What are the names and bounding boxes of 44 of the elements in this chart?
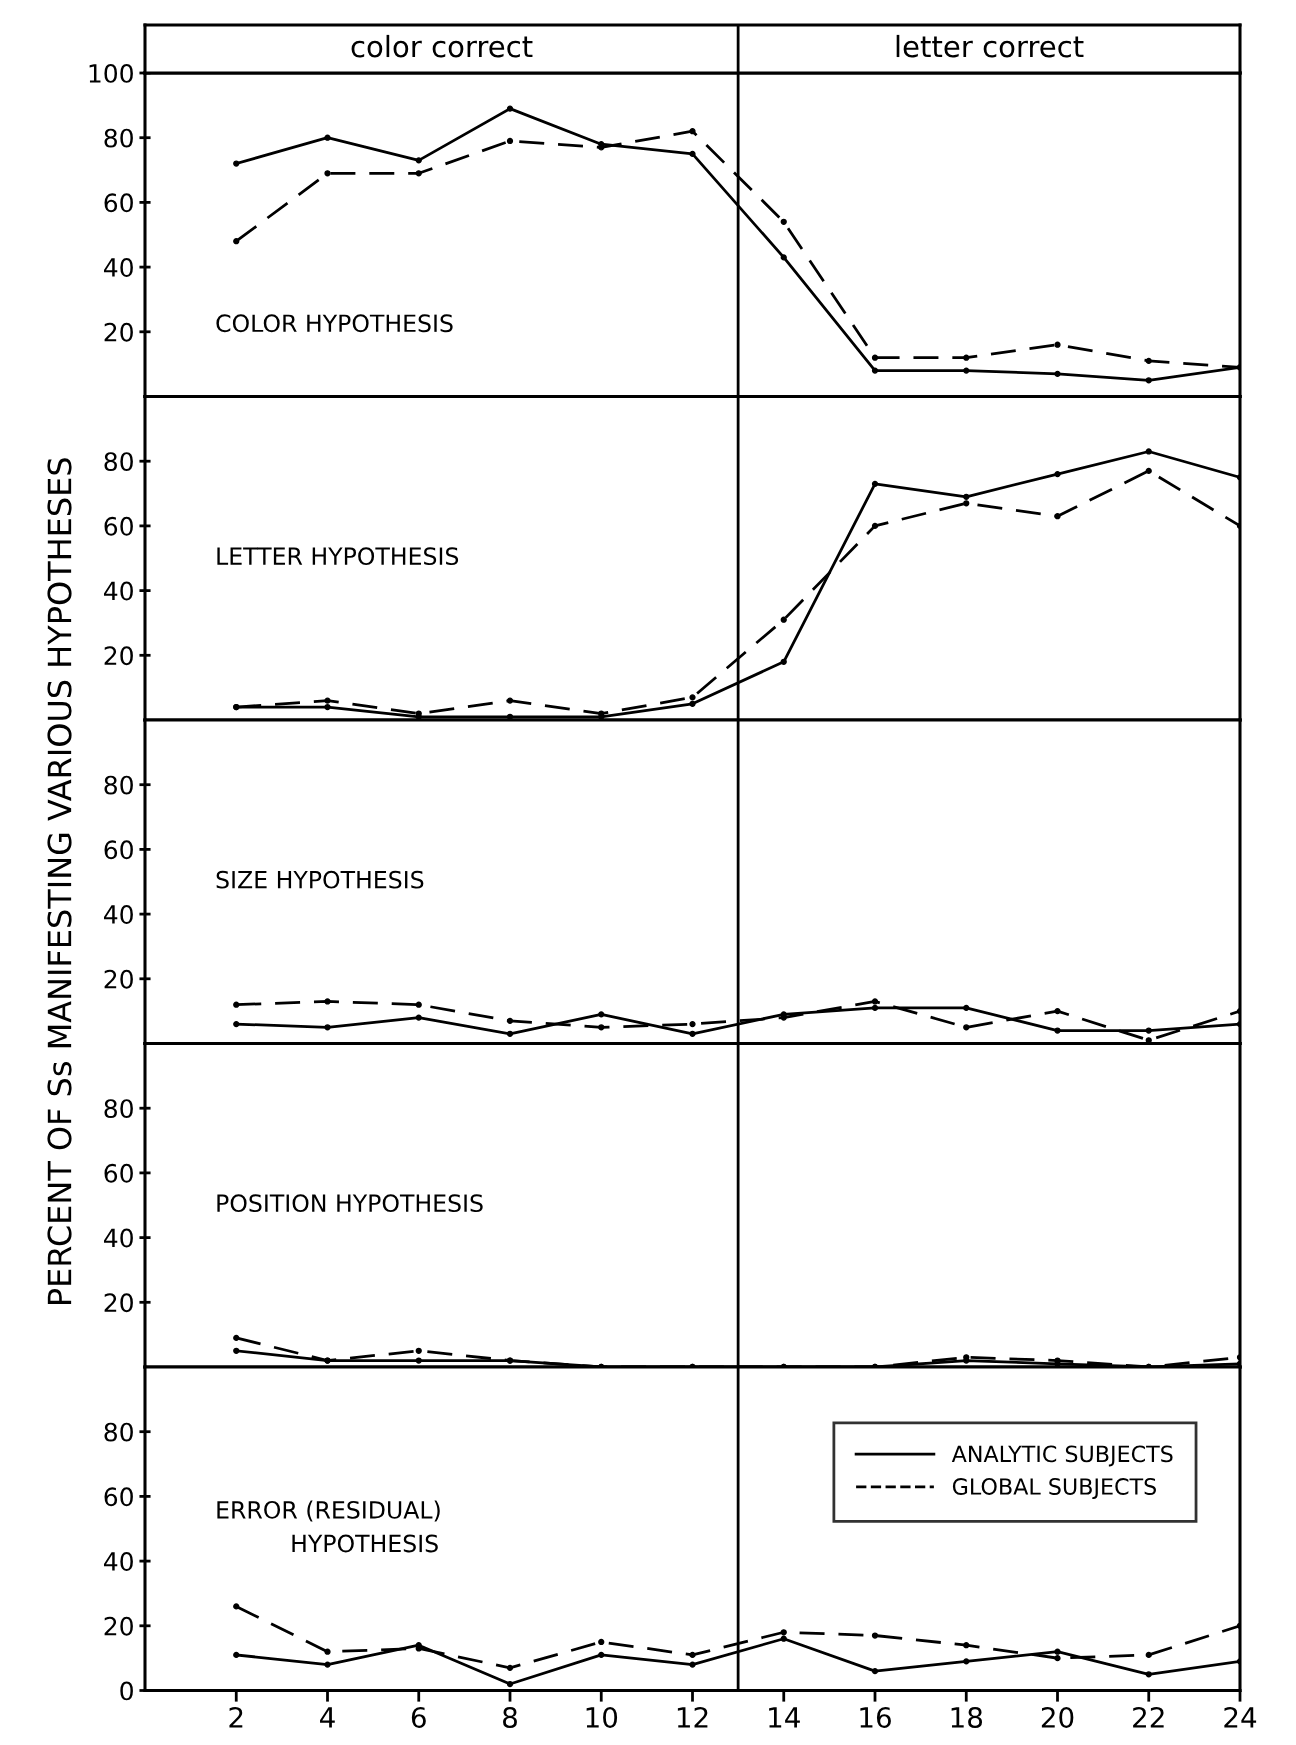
x-tick-label: 6	[411, 1706, 426, 1728]
y-tick-label: 0	[120, 1681, 133, 1701]
y-tick-label: 40	[103, 258, 133, 277]
x-tick-label: 8	[503, 1706, 517, 1728]
legend-label: ANALYTIC SUBJECTS	[951, 1445, 1173, 1467]
x-tick-label: 24	[1224, 1706, 1257, 1728]
y-tick-label: 40	[103, 581, 133, 601]
y-tick-label: 40	[103, 905, 133, 924]
y-tick-label: 100	[89, 63, 133, 83]
x-tick-label: 12	[677, 1706, 708, 1728]
y-tick-label: 60	[104, 516, 133, 536]
x-tick-label: 18	[951, 1706, 983, 1728]
y-axis-title: PERCENT OF Ss MANIFESTING VARIOUS HYPOTHESES	[47, 458, 72, 1305]
text: color correct	[351, 34, 533, 58]
y-tick-label: 80	[104, 128, 133, 148]
text: POSITION HYPOTHESIS	[217, 1194, 483, 1213]
y-tick-label: 80	[104, 452, 133, 472]
x-tick-label: 20	[1041, 1706, 1074, 1728]
y-tick-label: 20	[104, 969, 133, 989]
y-tick-label: 60	[104, 1163, 133, 1183]
x-tick-label: 22	[1133, 1706, 1164, 1728]
y-tick-label: 20	[104, 322, 133, 342]
y-tick-label: 60	[104, 1487, 133, 1507]
text: ERROR (RESIDUAL) HYPOTHESIS	[217, 1500, 440, 1553]
text: letter correct	[896, 34, 1084, 58]
y-tick-label: 80	[104, 775, 133, 795]
y-tick-label: 60	[104, 193, 133, 213]
y-tick-label: 80	[104, 1099, 133, 1119]
x-tick-label: 10	[586, 1706, 618, 1728]
text: SIZE HYPOTHESIS	[216, 870, 424, 889]
y-tick-label: 20	[104, 1293, 133, 1313]
x-tick-label: 4	[320, 1707, 335, 1728]
x-tick-label: 14	[769, 1707, 800, 1728]
x-tick-label: 16	[860, 1706, 891, 1728]
legend-label: GLOBAL SUBJECTS	[952, 1478, 1156, 1500]
y-tick-label: 80	[104, 1422, 133, 1442]
text: LETTER HYPOTHESIS	[217, 547, 459, 566]
y-tick-label: 60	[104, 840, 133, 860]
y-tick-label: 20	[104, 1616, 133, 1636]
y-tick-label: 40	[103, 1552, 133, 1571]
text: COLOR HYPOTHESIS	[216, 314, 453, 333]
y-tick-label: 20	[104, 646, 133, 666]
y-tick-label: 40	[103, 1228, 133, 1248]
x-tick-label: 2	[229, 1706, 243, 1728]
